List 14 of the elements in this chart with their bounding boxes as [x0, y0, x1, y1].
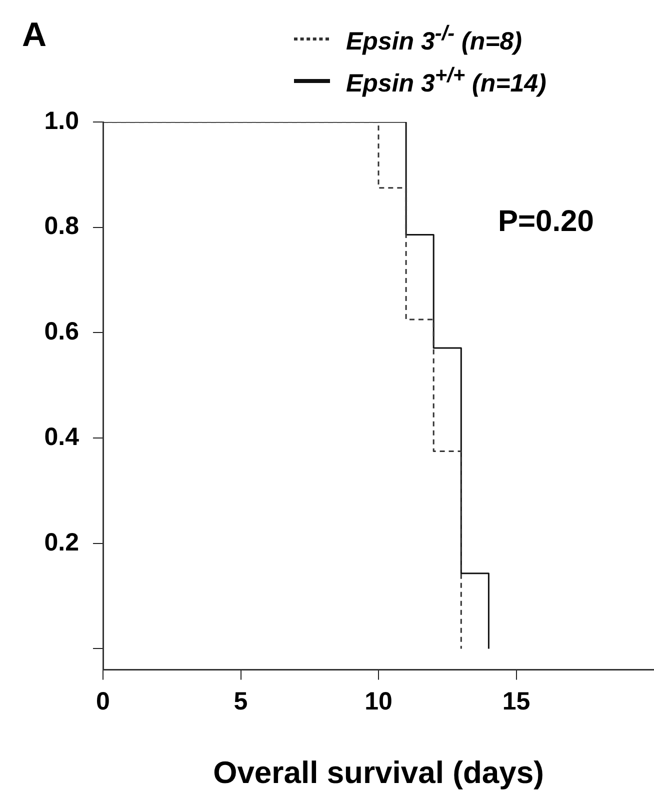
y-tick-label: 0.2	[44, 528, 79, 556]
annotation: P=0.20	[498, 205, 594, 239]
legend-label: Epsin 3$^{-/-}$ (n=8)	[346, 22, 522, 56]
x-tick-label: 0	[96, 688, 110, 716]
y-tick-label: 0.6	[44, 318, 79, 346]
y-tick-label: 0.4	[44, 422, 80, 451]
x-tick-label: 10	[364, 688, 392, 716]
legend-label: Epsin 3$^{+/+}$ (n=14)	[346, 64, 546, 98]
x-axis-title: Overall survival (days)	[213, 754, 544, 790]
text: A	[22, 16, 47, 55]
x-tick-label: 5	[234, 688, 248, 716]
y-tick-label: 1.0	[44, 106, 79, 135]
y-tick-label: 0.8	[44, 212, 80, 240]
x-tick-label: 15	[502, 688, 530, 716]
